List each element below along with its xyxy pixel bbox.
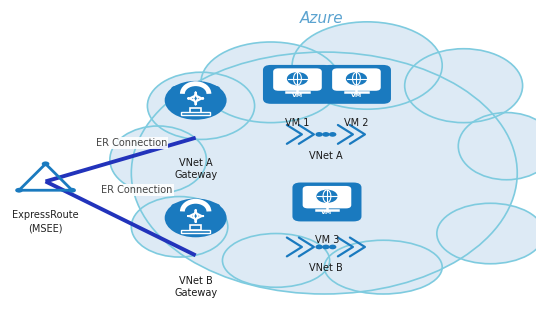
FancyBboxPatch shape xyxy=(322,65,391,104)
Circle shape xyxy=(165,81,227,120)
FancyBboxPatch shape xyxy=(293,182,361,221)
Text: VM: VM xyxy=(322,210,332,215)
FancyBboxPatch shape xyxy=(273,68,322,91)
Ellipse shape xyxy=(405,49,523,123)
Text: VNet B
Gateway: VNet B Gateway xyxy=(174,276,217,298)
Text: VM: VM xyxy=(351,93,362,98)
Ellipse shape xyxy=(222,234,330,287)
Circle shape xyxy=(316,190,338,203)
Circle shape xyxy=(329,245,337,249)
Ellipse shape xyxy=(201,42,340,123)
Ellipse shape xyxy=(292,22,442,109)
Text: Azure: Azure xyxy=(300,11,344,26)
Text: VM 1: VM 1 xyxy=(285,118,310,128)
Circle shape xyxy=(42,161,49,166)
Text: ER Connection: ER Connection xyxy=(95,138,167,148)
Ellipse shape xyxy=(131,197,228,257)
Circle shape xyxy=(287,72,308,85)
Text: VM 2: VM 2 xyxy=(344,118,369,128)
Ellipse shape xyxy=(147,72,255,139)
Text: VM: VM xyxy=(292,93,303,98)
Ellipse shape xyxy=(458,113,536,180)
Ellipse shape xyxy=(437,203,536,264)
FancyBboxPatch shape xyxy=(171,204,220,228)
Circle shape xyxy=(15,188,23,193)
Text: VNet B: VNet B xyxy=(309,263,343,273)
FancyBboxPatch shape xyxy=(171,86,220,110)
Circle shape xyxy=(329,132,337,137)
Ellipse shape xyxy=(324,240,442,294)
Circle shape xyxy=(315,132,323,137)
FancyBboxPatch shape xyxy=(263,65,332,104)
Circle shape xyxy=(68,188,76,193)
Circle shape xyxy=(346,72,367,85)
Text: VNet A
Gateway: VNet A Gateway xyxy=(174,158,217,180)
FancyBboxPatch shape xyxy=(181,112,210,115)
Text: VNet A: VNet A xyxy=(309,151,343,161)
Text: ER Connection: ER Connection xyxy=(101,185,173,195)
FancyBboxPatch shape xyxy=(332,68,381,91)
Circle shape xyxy=(315,245,323,249)
Text: ExpressRoute
(MSEE): ExpressRoute (MSEE) xyxy=(12,210,79,233)
FancyBboxPatch shape xyxy=(190,225,201,230)
Ellipse shape xyxy=(110,126,206,193)
FancyBboxPatch shape xyxy=(303,186,351,208)
Ellipse shape xyxy=(131,52,517,294)
FancyBboxPatch shape xyxy=(181,230,210,233)
Text: VM 3: VM 3 xyxy=(315,235,339,245)
Circle shape xyxy=(165,199,227,237)
Circle shape xyxy=(322,132,330,137)
FancyBboxPatch shape xyxy=(190,108,201,113)
Circle shape xyxy=(322,245,330,249)
